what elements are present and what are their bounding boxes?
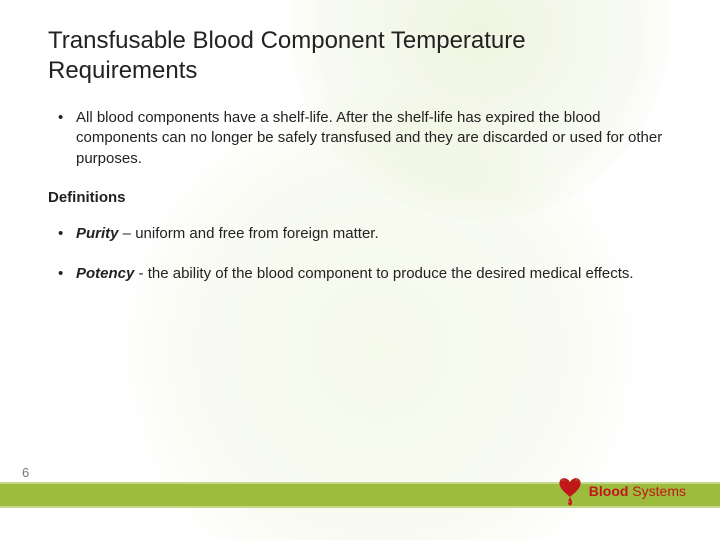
definition-desc: the ability of the blood component to pr… <box>148 265 634 282</box>
brand-bold: Blood <box>589 483 629 499</box>
definition-term: Potency <box>76 265 134 282</box>
slide-content: Transfusable Blood Component Temperature… <box>0 0 720 284</box>
brand-logo: Blood Systems <box>557 476 686 506</box>
slide-title: Transfusable Blood Component Temperature… <box>48 26 672 86</box>
definition-desc: uniform and free from foreign matter. <box>135 225 378 242</box>
bullet-intro: All blood components have a shelf-life. … <box>48 108 672 169</box>
definitions-list: Purity – uniform and free from foreign m… <box>48 224 672 285</box>
definition-sep: - <box>134 265 147 282</box>
definitions-heading: Definitions <box>48 189 672 206</box>
page-number: 6 <box>22 465 29 480</box>
heart-drop-icon <box>557 476 583 506</box>
definition-item: Potency - the ability of the blood compo… <box>48 264 672 284</box>
bullet-list: All blood components have a shelf-life. … <box>48 108 672 169</box>
definition-sep: – <box>119 225 136 242</box>
definition-item: Purity – uniform and free from foreign m… <box>48 224 672 244</box>
brand-rest: Systems <box>628 483 686 499</box>
brand-text: Blood Systems <box>589 483 686 499</box>
definition-term: Purity <box>76 225 119 242</box>
